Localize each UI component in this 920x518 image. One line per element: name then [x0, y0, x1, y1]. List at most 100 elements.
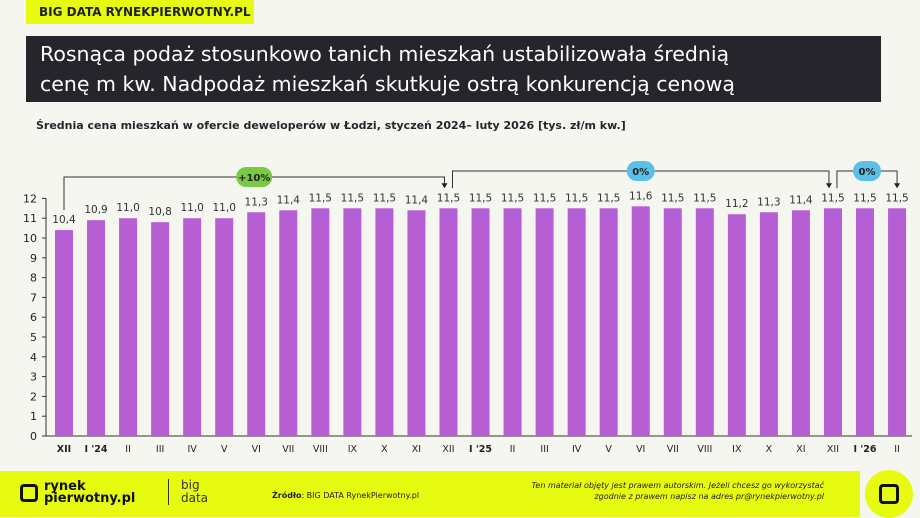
x-tick-label: IX	[732, 444, 742, 455]
y-tick-label: 7	[30, 291, 37, 304]
data-label: 11,5	[661, 192, 684, 204]
x-tick-label: XI	[796, 444, 805, 455]
bar	[791, 210, 810, 436]
y-tick-label: 3	[30, 371, 37, 384]
x-tick-label: VI	[636, 444, 645, 455]
x-tick-label: I '24	[85, 444, 108, 455]
corner-logo-icon	[865, 470, 913, 518]
data-label: 11,5	[597, 192, 620, 204]
data-label: 11,2	[725, 198, 748, 210]
x-tick-label: V	[221, 444, 228, 455]
bar	[759, 212, 778, 436]
change-badge-label: 0%	[632, 167, 649, 178]
y-tick-label: 11	[23, 212, 37, 225]
y-tick-label: 1	[30, 410, 37, 423]
bar	[439, 208, 458, 436]
bar	[856, 208, 874, 436]
bar	[727, 214, 746, 436]
x-tick-label: I '25	[469, 444, 492, 455]
bar	[375, 208, 394, 436]
bar	[311, 208, 330, 436]
data-label: 11,4	[789, 194, 813, 206]
data-label: 11,0	[116, 202, 139, 214]
source-text: : BIG DATA RynekPierwotny.pl	[301, 491, 420, 500]
y-tick-label: 9	[30, 252, 37, 265]
x-tick-label: I '26	[854, 444, 877, 455]
x-tick-label: XII	[442, 444, 454, 455]
change-badge	[853, 161, 881, 181]
y-tick-label: 6	[30, 311, 37, 324]
data-label: 11,5	[565, 192, 588, 204]
data-label: 11,3	[757, 196, 780, 208]
x-tick-label: V	[605, 444, 612, 455]
bar	[183, 218, 202, 436]
bar	[888, 208, 907, 436]
bar	[503, 208, 522, 436]
x-tick-label: VI	[252, 444, 261, 455]
bar	[407, 210, 426, 436]
data-label: 11,4	[277, 194, 301, 206]
logo-text: rynek pierwotny.pl	[44, 479, 136, 506]
title-line-1: Rosnąca podaż stosunkowo tanich mieszkań…	[40, 42, 730, 66]
x-tick-label: III	[156, 444, 164, 455]
data-label: 11,5	[885, 192, 908, 204]
change-badge-label: +10%	[238, 173, 270, 184]
x-tick-label: X	[381, 444, 388, 455]
data-label: 11,5	[821, 192, 844, 204]
bar	[535, 208, 554, 436]
x-tick-label: VIII	[313, 444, 328, 455]
source-label: Źródło	[272, 491, 302, 500]
x-tick-label: III	[540, 444, 548, 455]
bar	[631, 206, 650, 436]
x-tick-label: X	[766, 444, 773, 455]
data-label: 11,0	[180, 202, 203, 214]
bar	[695, 208, 714, 436]
data-label: 10,4	[52, 214, 76, 226]
title-line-2: cenę m kw. Nadpodaż mieszkań skutkuje os…	[40, 72, 735, 96]
arrow-head-icon	[441, 183, 448, 189]
data-label: 11,0	[213, 202, 236, 214]
arrow-head-icon	[894, 183, 901, 189]
big-data-logo: big data	[168, 479, 218, 505]
x-tick-label: VII	[282, 444, 294, 455]
bar	[215, 218, 234, 436]
data-label: 11,5	[309, 192, 332, 204]
data-label: 11,6	[629, 190, 653, 202]
y-tick-label: 8	[30, 272, 37, 285]
y-tick-label: 5	[30, 331, 37, 344]
page-title: Rosnąca podaż stosunkowo tanich mieszkań…	[26, 36, 881, 102]
data-label: 10,8	[148, 206, 171, 218]
y-tick-label: 12	[23, 192, 37, 205]
x-tick-label: VII	[667, 444, 679, 455]
arrow-head-icon	[825, 183, 832, 189]
y-tick-label: 4	[30, 351, 37, 364]
bar	[119, 218, 138, 436]
data-label: 11,5	[437, 192, 460, 204]
bar	[279, 210, 298, 436]
x-tick-label: XII	[827, 444, 839, 455]
footer: rynek pierwotny.pl big data Źródło: BIG …	[0, 471, 860, 517]
x-tick-label: II	[125, 444, 131, 455]
copyright-note: Ten materiał objęty jest prawem autorski…	[532, 480, 824, 502]
copyright-line-2: zgodnie z prawem napisz na adres	[594, 492, 736, 501]
data-label: 11,3	[245, 196, 268, 208]
bar	[87, 220, 106, 436]
x-tick-label: IX	[348, 444, 358, 455]
x-tick-label: II	[510, 444, 516, 455]
x-tick-label: IV	[188, 444, 198, 455]
y-tick-label: 0	[30, 430, 37, 443]
x-tick-label: VIII	[697, 444, 712, 455]
chart-title: Średnia cena mieszkań w ofercie dewelope…	[36, 119, 626, 132]
bar	[567, 208, 586, 436]
data-label: 11,5	[373, 192, 396, 204]
email-link[interactable]: pr@rynekpierwotny.pl	[735, 492, 824, 501]
bar	[151, 222, 170, 436]
logo-square-icon	[20, 484, 38, 502]
bar	[247, 212, 266, 436]
source: Źródło: BIG DATA RynekPierwotny.pl	[272, 491, 419, 500]
data-label: 11,5	[693, 192, 716, 204]
bar	[823, 208, 842, 436]
rynekpierwotny-logo: rynek pierwotny.pl	[20, 479, 139, 506]
bar	[663, 208, 682, 436]
